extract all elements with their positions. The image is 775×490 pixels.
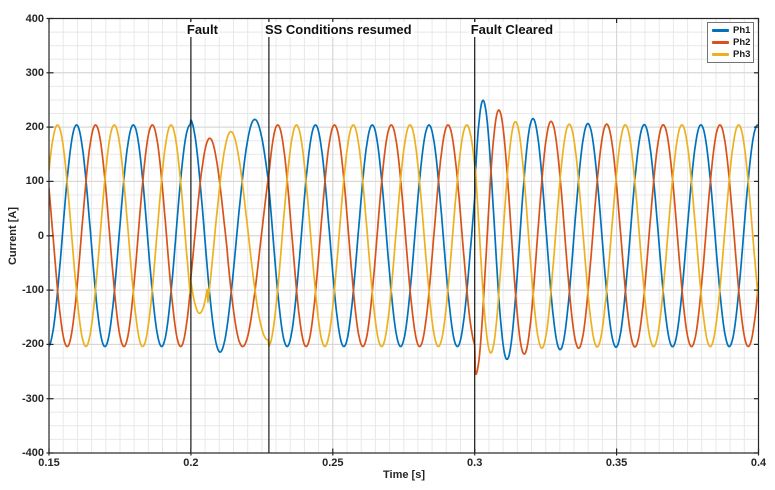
waveform-ph2 bbox=[49, 109, 759, 376]
waveform-ph1 bbox=[49, 99, 759, 361]
waveform-ph3 bbox=[49, 120, 759, 354]
